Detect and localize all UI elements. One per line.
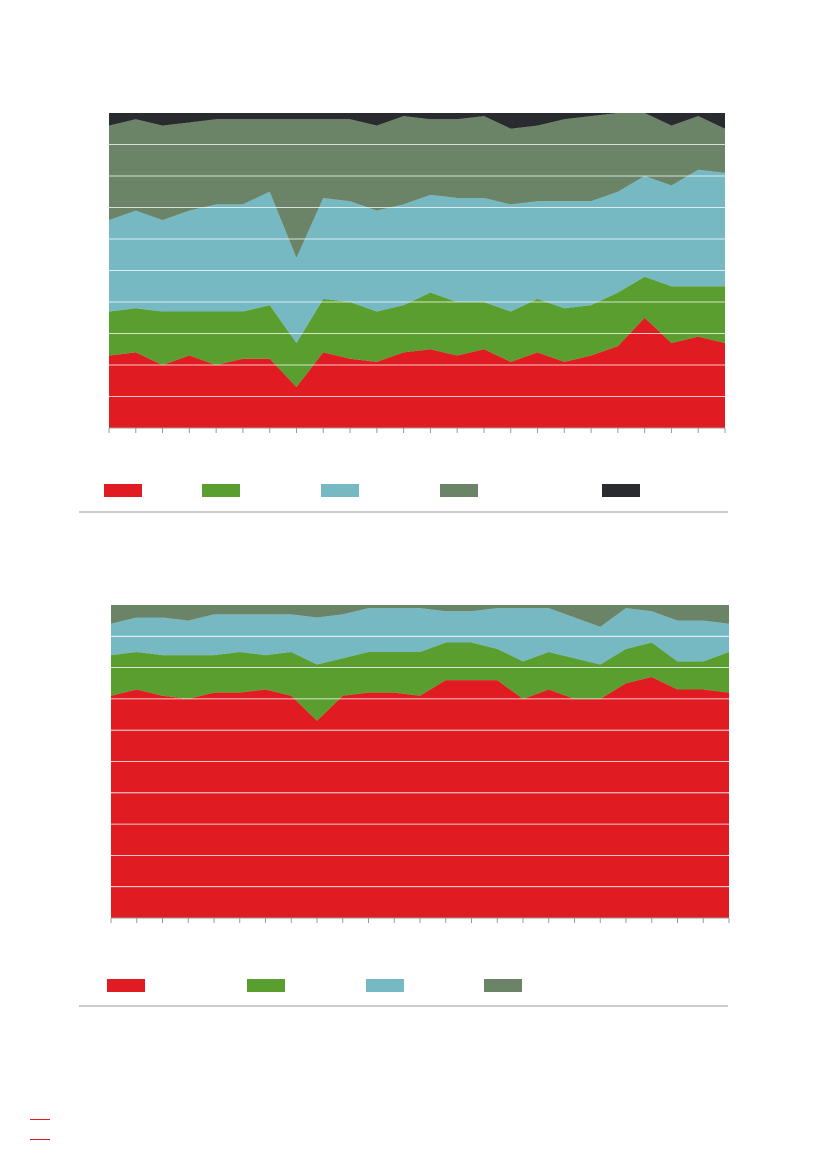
area-series-5 (109, 113, 725, 129)
area-series-1 (111, 676, 729, 918)
legend-swatch-4 (440, 484, 478, 497)
legend-swatch-5 (602, 484, 640, 497)
area-series-4 (111, 605, 729, 627)
footer-accent-line-2 (30, 1139, 50, 1140)
area-series-1 (109, 317, 725, 428)
legend-swatch-3 (321, 484, 359, 497)
legend-swatch-2 (202, 484, 240, 497)
legend-swatch-3 (366, 979, 404, 992)
legend-swatch-1 (104, 484, 142, 497)
legend-swatch-1 (107, 979, 145, 992)
footer-accent-line-1 (30, 1119, 50, 1120)
legend-swatch-2 (247, 979, 285, 992)
plot-area (111, 605, 729, 918)
plot-area (109, 113, 725, 428)
area-series-2 (111, 642, 729, 721)
stacked-area-chart-bottom (79, 605, 730, 1007)
area-series-2 (109, 276, 725, 388)
stacked-area-chart-top (79, 113, 728, 513)
area-series-4 (109, 113, 725, 258)
legend-swatch-4 (484, 979, 522, 992)
area-series-3 (109, 169, 725, 343)
